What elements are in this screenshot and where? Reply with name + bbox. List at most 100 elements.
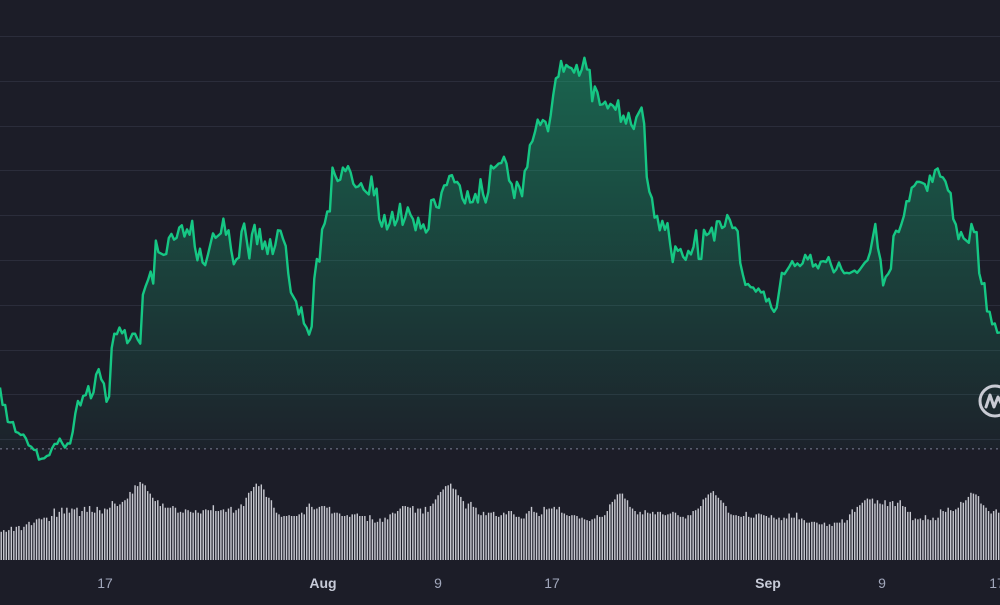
volume-bar bbox=[482, 511, 485, 560]
volume-bar bbox=[811, 521, 813, 560]
volume-bar bbox=[63, 513, 66, 560]
volume-bar bbox=[707, 494, 709, 560]
volume-bar bbox=[179, 511, 182, 560]
volume-bar bbox=[672, 511, 674, 560]
volume-bar bbox=[841, 519, 843, 560]
volume-bar bbox=[702, 499, 704, 560]
volume-bar bbox=[778, 517, 780, 560]
volume-bar bbox=[389, 514, 391, 560]
volume-bar bbox=[369, 515, 371, 560]
volume-bar bbox=[987, 511, 990, 560]
volume-bar bbox=[96, 506, 98, 560]
volume-bar bbox=[487, 512, 490, 560]
volume-bar bbox=[896, 502, 899, 560]
volume-bar bbox=[667, 514, 669, 560]
volume-bar bbox=[293, 516, 295, 560]
volume-bar bbox=[727, 512, 730, 560]
volume-bar bbox=[745, 511, 747, 560]
volume-bar bbox=[280, 516, 283, 560]
volume-bar bbox=[876, 500, 879, 560]
volume-bar bbox=[631, 508, 634, 560]
volume-bar bbox=[866, 498, 869, 560]
volume-bar bbox=[35, 519, 38, 560]
volume-bar bbox=[500, 515, 502, 560]
volume-bar bbox=[755, 514, 757, 560]
volume-bar bbox=[93, 512, 96, 560]
volume-bar bbox=[965, 500, 967, 560]
volume-bar bbox=[525, 513, 528, 560]
volume-bar bbox=[634, 511, 636, 560]
volume-bar bbox=[982, 505, 985, 560]
volume-bar bbox=[654, 514, 656, 560]
volume-bar bbox=[808, 522, 811, 560]
volume-bar bbox=[407, 506, 409, 560]
volume-bar bbox=[763, 515, 765, 560]
volume-bar bbox=[134, 485, 136, 560]
volume-bar bbox=[0, 531, 2, 560]
volume-bar bbox=[992, 511, 995, 560]
volume-bar bbox=[793, 517, 795, 560]
volume-bar bbox=[402, 506, 404, 560]
volume-bar bbox=[798, 519, 800, 560]
x-tick-label: Aug bbox=[309, 575, 336, 591]
volume-bar bbox=[106, 509, 108, 560]
volume-bar bbox=[331, 513, 333, 560]
volume-bar bbox=[838, 522, 841, 560]
volume-bar bbox=[621, 493, 624, 560]
volume-bar bbox=[990, 513, 992, 560]
volume-bar bbox=[947, 507, 949, 560]
volume-bar bbox=[765, 516, 768, 560]
volume-bar bbox=[803, 520, 805, 560]
volume-bar bbox=[53, 508, 55, 560]
volume-bar bbox=[902, 506, 904, 560]
volume-bar bbox=[129, 491, 131, 560]
volume-bar bbox=[629, 506, 631, 560]
volume-bar bbox=[737, 516, 740, 560]
volume-bar bbox=[381, 521, 384, 560]
volume-bar bbox=[510, 511, 513, 560]
volume-bar bbox=[283, 516, 285, 560]
volume-bar bbox=[371, 519, 374, 560]
coinmarketcap-logo-icon bbox=[978, 384, 1000, 418]
volume-bar bbox=[321, 506, 323, 560]
x-tick-label: 17 bbox=[544, 575, 560, 591]
volume-bar bbox=[139, 481, 141, 560]
volume-bar bbox=[543, 506, 545, 560]
volume-bar bbox=[182, 512, 184, 560]
volume-bar bbox=[3, 530, 5, 560]
volume-bar bbox=[83, 506, 86, 560]
volume-bar bbox=[768, 517, 770, 560]
volume-bar bbox=[828, 524, 831, 560]
volume-bar bbox=[720, 500, 722, 560]
volume-bar bbox=[545, 509, 548, 560]
volume-bar bbox=[995, 509, 997, 560]
volume-bar bbox=[290, 516, 293, 560]
volume-bar bbox=[576, 516, 578, 560]
volume-bar bbox=[596, 515, 598, 560]
volume-bar bbox=[894, 506, 896, 560]
volume-bar bbox=[942, 511, 944, 560]
volume-bar bbox=[235, 510, 237, 560]
volume-bar bbox=[934, 520, 937, 560]
volume-bar bbox=[573, 515, 576, 560]
volume-bar bbox=[333, 512, 336, 560]
volume-bar bbox=[985, 507, 987, 560]
volume-bar bbox=[515, 516, 518, 560]
volume-bar bbox=[141, 483, 144, 560]
volume-bar bbox=[674, 512, 677, 560]
volume-bar bbox=[391, 512, 394, 560]
volume-bar bbox=[957, 507, 959, 560]
volume-bar bbox=[795, 512, 798, 560]
volume-bar bbox=[361, 516, 364, 560]
volume-bar bbox=[997, 512, 1000, 560]
volume-bar bbox=[641, 514, 644, 560]
volume-bar bbox=[927, 519, 929, 560]
volume-bar bbox=[270, 500, 273, 560]
volume-bar bbox=[548, 508, 550, 560]
volume-bar bbox=[250, 491, 252, 560]
volume-bar bbox=[962, 502, 965, 560]
volume-bar bbox=[813, 521, 816, 560]
volume-bar bbox=[258, 486, 260, 560]
